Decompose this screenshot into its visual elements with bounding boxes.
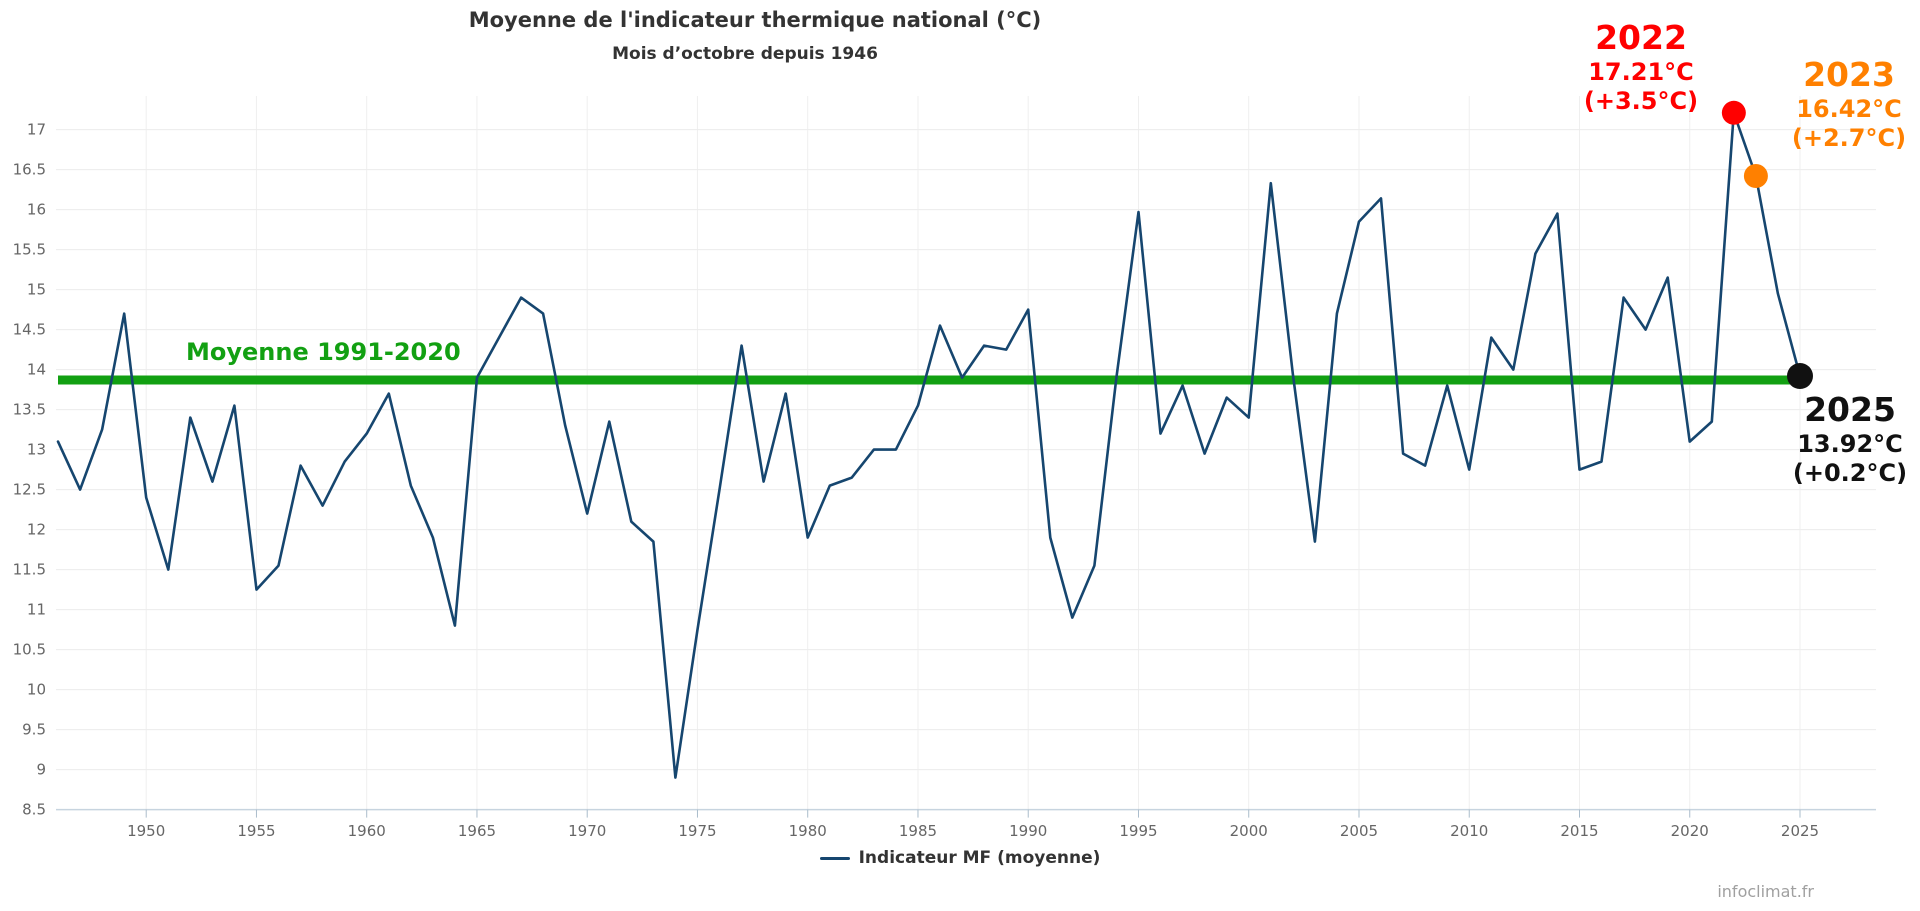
y-axis-label: 11: [27, 601, 46, 619]
annotation-2023-year: 2023: [1803, 55, 1895, 94]
y-axis-label: 8.5: [22, 801, 46, 819]
x-axis-label: 2005: [1340, 822, 1378, 840]
annotation-2022-year: 2022: [1595, 18, 1687, 57]
x-axis-label: 1975: [678, 822, 716, 840]
chart-title: Moyenne de l'indicateur thermique nation…: [468, 8, 1042, 32]
y-axis-label: 16: [27, 201, 46, 219]
x-axis-label: 1990: [1009, 822, 1047, 840]
y-axis-label: 10.5: [13, 641, 46, 659]
y-axis-label: 12.5: [13, 481, 46, 499]
y-axis-label: 9.5: [22, 721, 46, 739]
annotation-2022-anomaly: (+3.5°C): [1583, 87, 1699, 115]
chart-subtitle: Mois d’octobre depuis 1946: [612, 44, 878, 64]
x-axis-label: 1965: [458, 822, 496, 840]
y-axis-label: 9: [36, 761, 46, 779]
x-axis-label: 2010: [1450, 822, 1488, 840]
y-axis-label: 14.5: [13, 321, 46, 339]
x-axis-label: 2020: [1671, 822, 1709, 840]
legend: Indicateur MF (moyenne): [0, 848, 1920, 868]
annotation-2022: 2022 17.21°C (+3.5°C): [1541, 18, 1741, 116]
annotation-2025-anomaly: (+0.2°C): [1792, 459, 1908, 487]
x-axis-label: 1970: [568, 822, 606, 840]
highlight-dot-2023[interactable]: [1743, 164, 1768, 188]
annotation-2025-year: 2025: [1804, 390, 1896, 429]
y-axis-label: 12: [27, 521, 46, 539]
x-axis-label: 1955: [237, 822, 275, 840]
x-axis-label: 2025: [1781, 822, 1819, 840]
y-axis-label: 15: [27, 281, 46, 299]
y-axis-label: 16.5: [13, 161, 46, 179]
annotation-2022-temp: 17.21°C: [1588, 58, 1694, 86]
y-axis-label: 13.5: [13, 401, 46, 419]
annotation-2025: 2025 13.92°C (+0.2°C): [1760, 390, 1920, 488]
legend-line-marker-icon: [819, 856, 850, 860]
y-axis-label: 13: [27, 441, 46, 459]
y-axis-label: 14: [27, 361, 46, 379]
x-axis-label: 1960: [348, 822, 386, 840]
y-axis-label: 15.5: [13, 241, 46, 259]
x-axis-label: 1980: [789, 822, 827, 840]
x-axis-label: 1985: [899, 822, 937, 840]
series-line: [56, 111, 1802, 779]
legend-series-label[interactable]: Indicateur MF (moyenne): [858, 848, 1101, 868]
annotation-2023-anomaly: (+2.7°C): [1791, 124, 1907, 152]
x-axis-label: 2015: [1560, 822, 1598, 840]
watermark: infoclimat.fr: [1717, 882, 1814, 901]
x-axis-label: 2000: [1230, 822, 1268, 840]
mean-line-label: Moyenne 1991-2020: [186, 338, 461, 366]
y-axis-label: 17: [27, 121, 46, 139]
highlight-dot-2025[interactable]: [1787, 363, 1813, 389]
x-axis-label: 1950: [127, 822, 165, 840]
annotation-2023: 2023 16.42°C (+2.7°C): [1759, 55, 1920, 153]
y-axis-label: 11.5: [13, 561, 46, 579]
highlight-dot-2022[interactable]: [1721, 100, 1746, 125]
annotation-2023-temp: 16.42°C: [1796, 95, 1902, 123]
annotation-2025-temp: 13.92°C: [1797, 430, 1903, 458]
x-axis-label: 1995: [1119, 822, 1157, 840]
y-axis-label: 10: [27, 681, 46, 699]
